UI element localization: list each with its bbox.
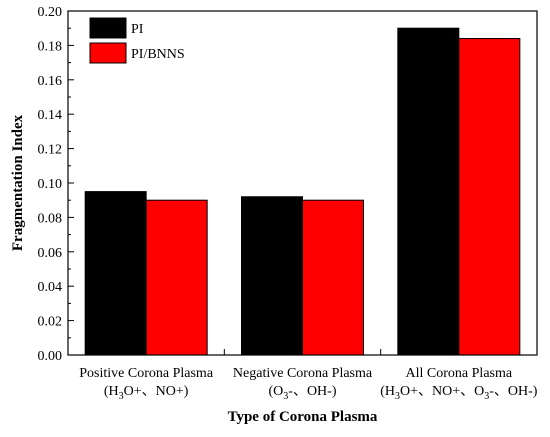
y-tick-label: 0.14: [38, 108, 63, 123]
axes-layer: [67, 10, 538, 356]
label-segment: -、OH-): [288, 384, 337, 399]
label-segment: (H: [380, 384, 395, 399]
y-tick-label: 0.04: [38, 280, 63, 295]
subscript: 3: [484, 391, 489, 402]
y-tick-label: 0.00: [38, 349, 63, 364]
legend: PI PI/BNNS: [89, 17, 185, 64]
labels-layer: 0.00 0.02 0.04 0.06 0.08 0.10 0.12 0.14 0.16 0.18…: [10, 5, 538, 425]
subscript: 3: [395, 391, 400, 402]
x-category-label-line2: (O3-、OH-): [269, 384, 337, 402]
bar-pi-bnns-1: [145, 199, 208, 356]
bar-pi-bnns-2: [302, 199, 364, 356]
x-category-label-line1: Negative Corona Plasma: [233, 366, 373, 381]
y-tick-label: 0.16: [38, 74, 63, 89]
y-tick-label: 0.02: [38, 315, 63, 330]
subscript: 3: [283, 391, 288, 402]
label-segment: (O: [269, 384, 284, 399]
bar-pi-1: [84, 191, 147, 356]
y-tick-label: 0.06: [38, 246, 63, 261]
label-segment: O+、NO+): [124, 384, 189, 399]
y-tick-label: 0.20: [38, 5, 63, 20]
bar-pi-2: [241, 196, 303, 356]
legend-label-pi-bnns: PI/BNNS: [131, 47, 185, 62]
y-tick-label: 0.12: [38, 143, 63, 158]
label-segment: (H: [104, 384, 119, 399]
bar-pi-bnns-3: [458, 38, 521, 356]
x-axis-title: Type of Corona Plasma: [228, 409, 378, 425]
label-segment: -、OH-): [489, 384, 538, 399]
bar-pi-3: [397, 27, 460, 356]
label-segment: O+、NO+、O: [400, 384, 484, 399]
subscript: 3: [119, 391, 124, 402]
legend-swatch-pi-bnns: [89, 42, 127, 64]
x-category-label-line2: (H3O+、NO+): [104, 384, 189, 402]
y-axis-title: Fragmentation Index: [10, 114, 26, 251]
y-tick-label: 0.18: [38, 39, 63, 54]
y-tick-label: 0.10: [38, 177, 63, 192]
x-category-label-line2: (H3O+、NO+、O3-、OH-): [380, 384, 538, 402]
x-category-label-line1: Positive Corona Plasma: [79, 366, 214, 381]
legend-label-pi: PI: [131, 22, 144, 37]
legend-swatch-pi: [89, 17, 127, 39]
y-tick-label: 0.08: [38, 211, 63, 226]
bars-layer: [84, 27, 521, 356]
x-category-label-line1: All Corona Plasma: [406, 366, 513, 381]
